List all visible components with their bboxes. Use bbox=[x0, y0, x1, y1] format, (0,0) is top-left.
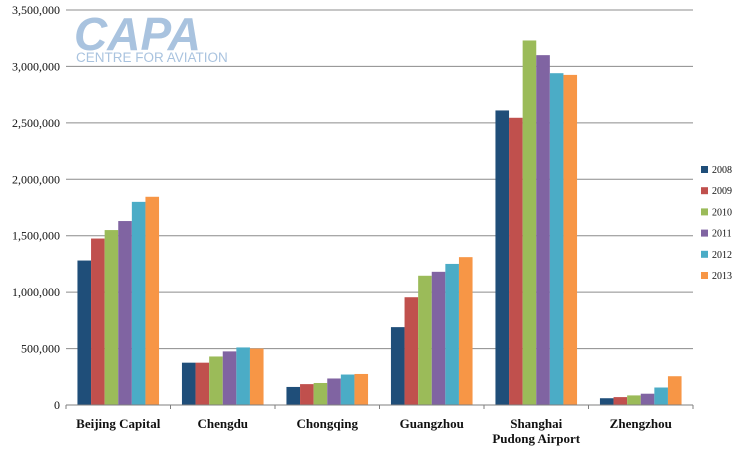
bar-2013 bbox=[563, 74, 578, 406]
y-tick-label: 0 bbox=[54, 398, 60, 412]
legend-label: 2009 bbox=[712, 186, 732, 197]
y-tick-label: 3,000,000 bbox=[12, 59, 60, 73]
bar-2009 bbox=[195, 362, 210, 405]
legend-swatch-2010 bbox=[701, 208, 708, 216]
x-category-label: Chengdu bbox=[197, 416, 248, 431]
legend-swatch-2013 bbox=[701, 272, 708, 279]
bar-2013 bbox=[458, 257, 473, 405]
bar-2011 bbox=[431, 271, 446, 405]
logo-main-text: CAPA bbox=[74, 8, 201, 60]
bar-2008 bbox=[495, 110, 510, 405]
bar-2012 bbox=[654, 387, 668, 405]
x-category-label: Zhengzhou bbox=[610, 416, 672, 431]
bars bbox=[77, 40, 682, 406]
legend: 2008 2009 2010 2011 2012 2013 bbox=[701, 165, 732, 282]
legend-label: 2011 bbox=[712, 229, 732, 240]
bar-2008 bbox=[286, 386, 301, 405]
x-axis: Beijing Capital Chengdu Chongqing Guangzhou… bbox=[65, 404, 694, 446]
x-category-label: Chongqing bbox=[297, 416, 359, 431]
bar-2013 bbox=[667, 376, 682, 405]
y-axis-ticks: 0 500,000 1,000,000 1,500,000 2,000,000 2,500… bbox=[12, 3, 60, 412]
bar-2008 bbox=[390, 327, 405, 405]
y-tick-label: 2,000,000 bbox=[12, 172, 60, 186]
legend-label: 2012 bbox=[712, 250, 732, 261]
bar-2009 bbox=[509, 117, 523, 406]
bar-2008 bbox=[77, 260, 92, 405]
bar-2009 bbox=[300, 384, 314, 405]
bar-2011 bbox=[640, 393, 655, 405]
y-tick-label: 3,500,000 bbox=[12, 3, 60, 17]
x-category-label: Beijing Capital bbox=[76, 416, 161, 431]
bar-2010 bbox=[522, 40, 537, 405]
bar-2011 bbox=[327, 378, 341, 405]
bar-2008 bbox=[599, 398, 614, 405]
x-category-label: Shanghai Pudong Airport bbox=[492, 416, 580, 446]
legend-label: 2008 bbox=[712, 165, 732, 176]
capa-logo: CAPA CENTRE FOR AVIATION bbox=[74, 8, 228, 65]
bar-2013 bbox=[354, 373, 369, 405]
legend-label: 2013 bbox=[712, 271, 732, 282]
bar-2009 bbox=[91, 238, 105, 405]
legend-swatch-2009 bbox=[701, 187, 708, 195]
logo-sub-text: CENTRE FOR AVIATION bbox=[76, 50, 228, 65]
bar-2010 bbox=[418, 275, 432, 405]
legend-label: 2010 bbox=[712, 207, 732, 218]
legend-swatch-2012 bbox=[701, 250, 708, 258]
bar-2008 bbox=[181, 362, 196, 405]
bar-2011 bbox=[536, 55, 550, 406]
gridlines bbox=[66, 9, 693, 350]
bar-2009 bbox=[404, 297, 419, 405]
bar-2013 bbox=[145, 196, 160, 405]
bar-2010 bbox=[209, 356, 223, 405]
y-tick-label: 1,000,000 bbox=[12, 285, 60, 299]
y-tick-label: 2,500,000 bbox=[12, 116, 60, 130]
legend-swatch-2008 bbox=[701, 166, 708, 173]
bar-2012 bbox=[131, 201, 146, 405]
bar-2012 bbox=[549, 73, 564, 405]
bar-2012 bbox=[445, 263, 459, 405]
bar-2010 bbox=[627, 395, 641, 405]
bar-2009 bbox=[613, 397, 628, 405]
bar-2010 bbox=[313, 382, 328, 405]
bar-2010 bbox=[104, 230, 119, 405]
y-tick-label: 500,000 bbox=[21, 342, 60, 356]
y-tick-label: 1,500,000 bbox=[12, 229, 60, 243]
bar-2012 bbox=[236, 347, 250, 405]
bar-2011 bbox=[118, 221, 132, 405]
bar-2013 bbox=[249, 348, 264, 405]
bar-2011 bbox=[222, 351, 237, 405]
x-category-label: Guangzhou bbox=[400, 416, 464, 431]
legend-swatch-2011 bbox=[701, 229, 708, 237]
bar-2012 bbox=[340, 374, 355, 405]
